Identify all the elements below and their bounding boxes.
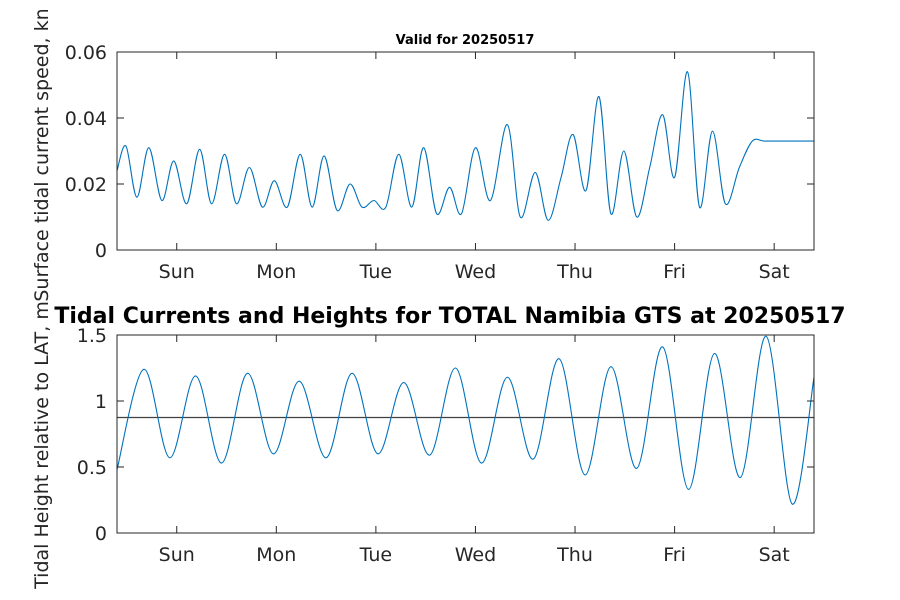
series-layer — [116, 71, 814, 221]
y-tick-label: 0.06 — [65, 42, 107, 64]
plot-area — [117, 335, 814, 533]
y-tick-label: 1.5 — [77, 325, 107, 347]
x-tick-label: Sun — [159, 544, 195, 566]
series-line-0 — [116, 335, 815, 505]
x-tick-label: Tue — [359, 261, 392, 283]
y-tick-label: 0 — [95, 240, 107, 262]
x-tick-label: Wed — [455, 544, 496, 566]
plot-frame — [116, 334, 815, 534]
y-tick-label: 0.02 — [65, 174, 107, 196]
y-tick-label: 0 — [95, 523, 107, 545]
x-tick-label: Thu — [556, 261, 593, 283]
x-ticks: Sun Mon Tue Wed Thu Fri Sat — [159, 335, 790, 566]
tidal-height-axes: 0 0.5 1 1.5 Sun Mon Tue Wed Thu Fri Sat Tidal Hei… — [31, 301, 815, 590]
x-tick-label: Tue — [359, 544, 392, 566]
x-tick-label: Mon — [256, 544, 296, 566]
current-speed-axes: 0 0.02 0.04 0.06 Sun Mon Tue Wed Thu Fri Sat Vali… — [31, 8, 815, 302]
x-tick-label: Fri — [663, 544, 686, 566]
figure-title: Tidal Currents and Heights for TOTAL Nam… — [54, 304, 845, 329]
y-tick-label: 0.04 — [65, 108, 107, 130]
x-tick-label: Thu — [556, 544, 593, 566]
x-tick-label: Sun — [159, 261, 195, 283]
x-tick-label: Sat — [759, 261, 790, 283]
series-line-0 — [116, 71, 814, 221]
y-ticks: 0 0.02 0.04 0.06 — [65, 42, 814, 262]
y-axis-label: Surface tidal current speed, kn — [31, 8, 53, 301]
chart-title: Valid for 20250517 — [396, 33, 535, 48]
x-tick-label: Mon — [256, 261, 296, 283]
y-tick-label: 0.5 — [77, 457, 107, 479]
y-axis-label: Tidal Height relative to LAT, m — [31, 301, 53, 590]
series-layer — [116, 335, 815, 505]
x-tick-label: Sat — [759, 544, 790, 566]
x-tick-label: Fri — [663, 261, 686, 283]
plot-frame — [116, 51, 815, 251]
x-ticks: Sun Mon Tue Wed Thu Fri Sat — [159, 52, 790, 283]
y-ticks: 0 0.5 1 1.5 — [77, 325, 814, 545]
x-tick-label: Wed — [455, 261, 496, 283]
plot-area — [117, 52, 814, 250]
y-tick-label: 1 — [95, 391, 107, 413]
